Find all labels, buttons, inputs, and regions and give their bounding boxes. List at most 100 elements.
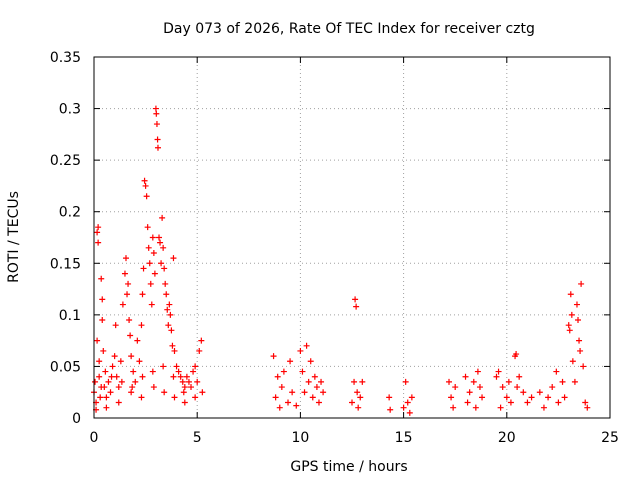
- data-point: [553, 368, 560, 375]
- data-point: [198, 337, 205, 344]
- data-point: [559, 378, 566, 385]
- data-point: [569, 358, 576, 365]
- data-point: [103, 394, 110, 401]
- data-point: [138, 394, 145, 401]
- data-point: [520, 389, 527, 396]
- data-point: [190, 368, 197, 375]
- data-point: [505, 378, 512, 385]
- data-point: [150, 384, 157, 391]
- y-tick-label: 0.35: [50, 50, 81, 66]
- data-point: [567, 291, 574, 298]
- data-point: [495, 368, 502, 375]
- data-point: [524, 399, 531, 406]
- data-point: [147, 280, 154, 287]
- data-point: [351, 378, 358, 385]
- data-point: [157, 239, 164, 246]
- data-point: [99, 296, 106, 303]
- data-point: [170, 373, 177, 380]
- data-point: [516, 373, 523, 380]
- data-point: [150, 249, 157, 256]
- data-point: [464, 399, 471, 406]
- data-point: [386, 394, 393, 401]
- data-point: [309, 394, 316, 401]
- data-point: [136, 358, 143, 365]
- data-point: [462, 373, 469, 380]
- data-point: [408, 394, 415, 401]
- y-axis-label: ROTI / TECUs: [6, 191, 22, 283]
- data-point: [287, 358, 294, 365]
- data-point: [96, 373, 103, 380]
- data-point: [354, 389, 361, 396]
- data-point: [108, 373, 115, 380]
- x-tick-label: 15: [395, 430, 413, 446]
- data-point: [121, 270, 128, 277]
- data-point: [128, 389, 135, 396]
- data-point: [470, 378, 477, 385]
- data-point: [130, 368, 137, 375]
- data-point: [139, 291, 146, 298]
- data-point: [134, 337, 141, 344]
- data-point: [353, 303, 360, 310]
- data-point: [165, 322, 172, 329]
- data-point: [472, 404, 479, 411]
- data-point: [100, 347, 107, 354]
- data-point: [156, 234, 163, 241]
- data-point: [112, 322, 119, 329]
- data-point: [507, 399, 514, 406]
- data-point: [181, 384, 188, 391]
- data-point: [179, 378, 186, 385]
- data-point: [561, 394, 568, 401]
- data-point: [199, 389, 206, 396]
- data-point: [349, 399, 355, 406]
- grid: [94, 57, 610, 418]
- data-point: [577, 347, 584, 354]
- data-point: [171, 394, 178, 401]
- data-point: [99, 317, 106, 324]
- data-point: [162, 280, 169, 287]
- data-point: [493, 373, 500, 380]
- y-tick-label: 0.15: [50, 256, 81, 272]
- data-point: [169, 342, 176, 349]
- data-point: [452, 384, 459, 391]
- data-point: [278, 384, 285, 391]
- data-point: [307, 358, 314, 365]
- data-point: [125, 280, 132, 287]
- data-point: [497, 404, 504, 411]
- plot-frame: [93, 56, 611, 419]
- data-point: [117, 358, 124, 365]
- x-tick-label: 0: [90, 430, 99, 446]
- data-point: [152, 105, 159, 112]
- data-point: [144, 224, 151, 231]
- data-point: [149, 234, 156, 241]
- data-point: [566, 327, 573, 334]
- data-point: [303, 342, 310, 349]
- data-point: [514, 384, 521, 391]
- data-points: [91, 105, 591, 416]
- data-point: [160, 363, 167, 370]
- data-point: [149, 368, 156, 375]
- data-point: [151, 270, 158, 277]
- data-point: [528, 394, 535, 401]
- data-point: [159, 214, 166, 221]
- data-point: [571, 378, 578, 385]
- data-point: [188, 384, 195, 391]
- data-point: [153, 110, 160, 117]
- data-point: [107, 389, 114, 396]
- data-point: [103, 404, 110, 411]
- data-point: [479, 394, 486, 401]
- data-point: [293, 402, 300, 409]
- data-point: [173, 363, 180, 370]
- data-point: [276, 404, 283, 411]
- data-point: [194, 378, 201, 385]
- data-point: [289, 389, 296, 396]
- x-tick-label: 20: [498, 430, 516, 446]
- y-tick-label: 0.1: [59, 308, 81, 324]
- data-point: [145, 244, 152, 251]
- data-point: [118, 378, 125, 385]
- data-point: [448, 394, 455, 401]
- data-point: [175, 368, 182, 375]
- data-point: [129, 384, 136, 391]
- y-tick-label: 0.05: [50, 359, 81, 375]
- data-point: [406, 409, 413, 416]
- data-point: [196, 347, 203, 354]
